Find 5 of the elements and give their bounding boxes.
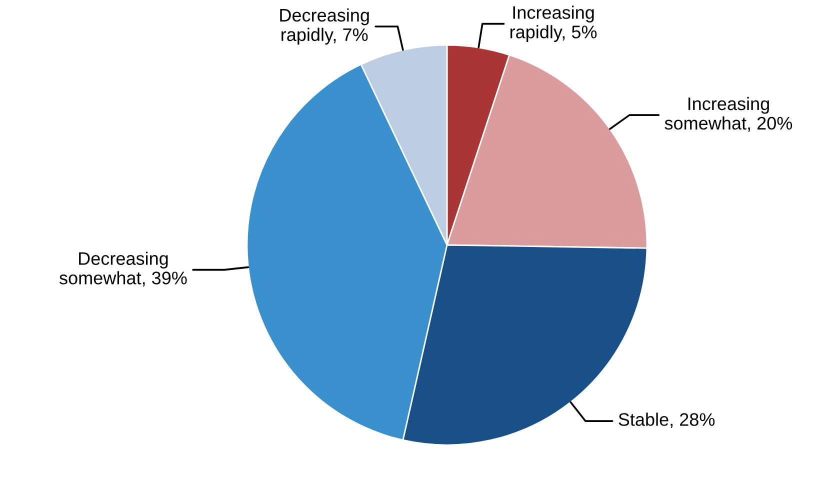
slice-label: Decreasing rapidly, 7% — [280, 8, 369, 45]
slice-label: Stable, 28% — [618, 412, 715, 428]
slice-label: Decreasing somewhat, 39% — [60, 252, 187, 287]
slice-label: Increasing somewhat, 20% — [664, 96, 792, 132]
slice-label: Increasing rapidly, 5% — [510, 6, 597, 42]
